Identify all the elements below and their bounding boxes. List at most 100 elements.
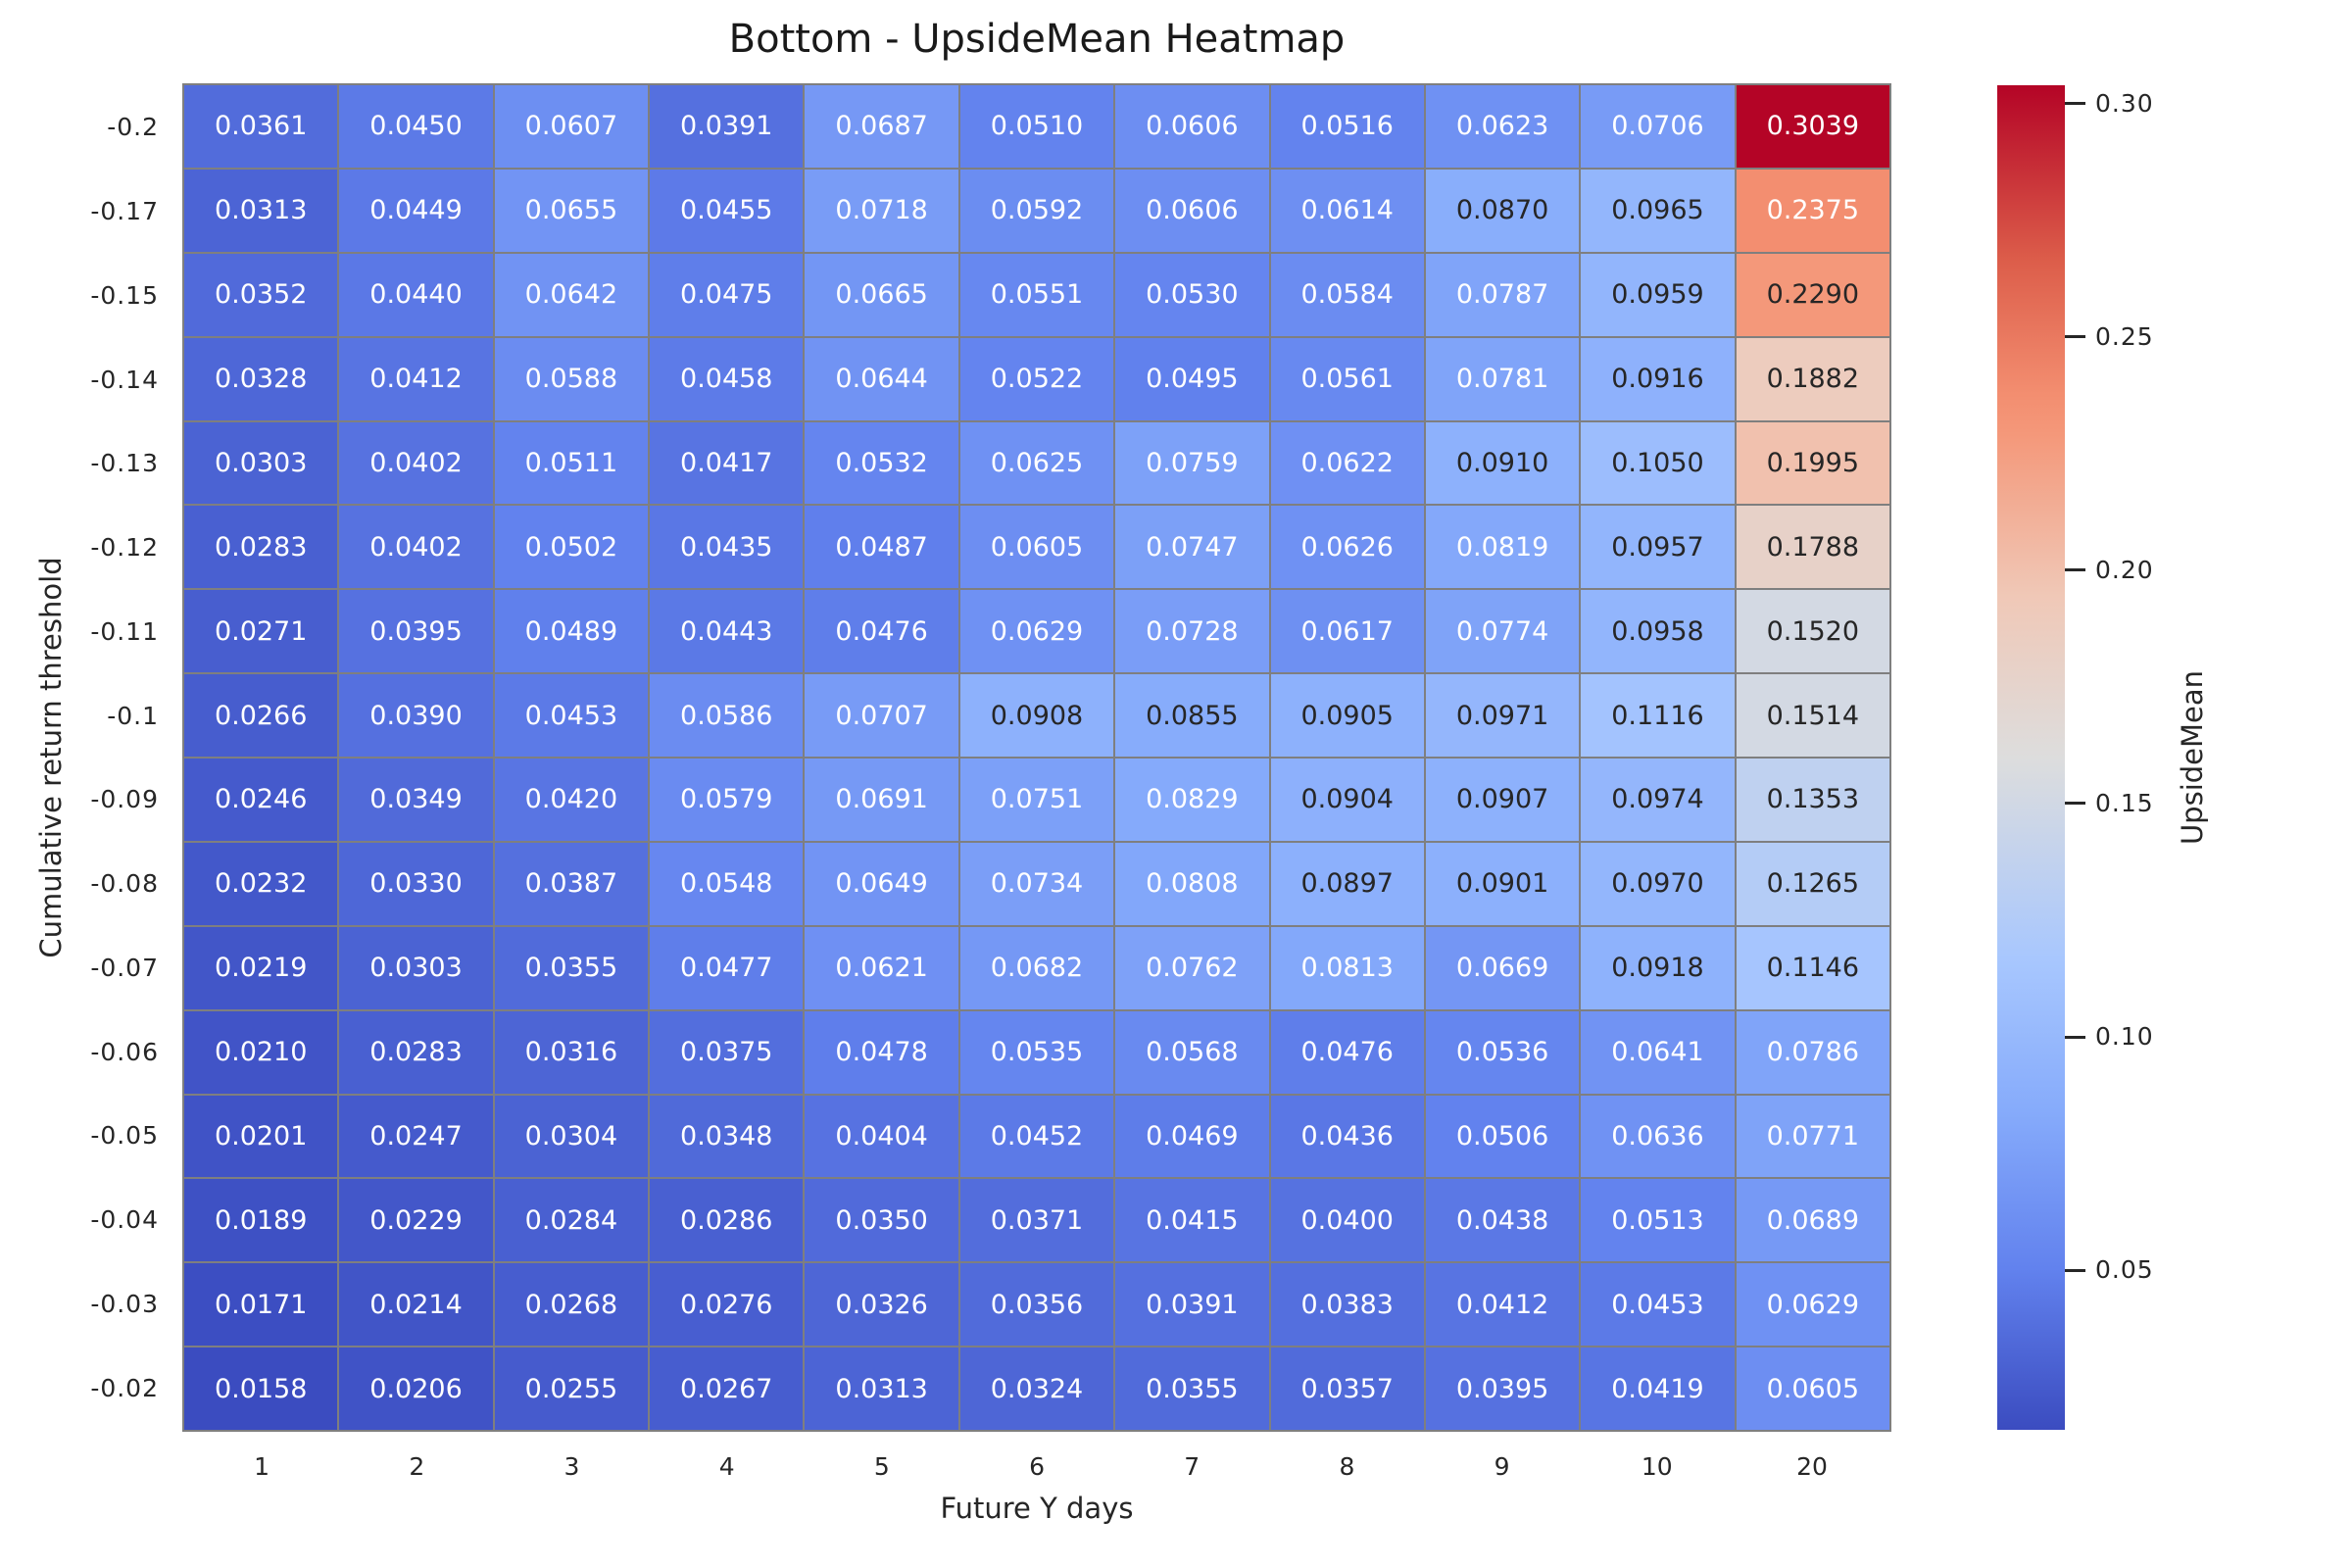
heatmap-cell: 0.0855	[1115, 674, 1269, 757]
heatmap-cell: 0.0316	[494, 1010, 649, 1094]
x-tick-label: 4	[718, 1452, 735, 1481]
x-tick-label: 20	[1796, 1452, 1828, 1481]
heatmap-cell: 0.0412	[339, 337, 493, 420]
heatmap-cell: 0.0751	[959, 759, 1114, 841]
heatmap-cell: 0.0450	[339, 85, 493, 168]
colorbar-tick-label: 0.20	[2095, 555, 2154, 584]
heatmap-cell: 0.1353	[1736, 759, 1889, 841]
heatmap-cell: 0.0959	[1581, 253, 1735, 336]
heatmap-cell: 0.0478	[805, 1010, 958, 1094]
heatmap-cell: 0.0626	[1270, 506, 1424, 589]
y-tick-label: -0.02	[90, 1373, 159, 1402]
heatmap-cell: 0.0469	[1115, 1095, 1269, 1178]
y-tick-label: -0.06	[90, 1037, 159, 1066]
heatmap-cell: 0.0629	[1736, 1263, 1889, 1347]
heatmap-cell: 0.0901	[1425, 842, 1580, 925]
heatmap-cell: 0.0682	[959, 926, 1114, 1009]
heatmap-cell: 0.0592	[959, 169, 1114, 252]
heatmap-cell: 0.0313	[184, 169, 338, 252]
heatmap-cell: 0.0361	[184, 85, 338, 168]
heatmap-cell: 0.0371	[959, 1179, 1114, 1262]
heatmap-cell: 0.1146	[1736, 926, 1889, 1009]
heatmap-cell: 0.0588	[494, 337, 649, 420]
heatmap-cell: 0.0436	[1270, 1095, 1424, 1178]
heatmap-cell: 0.0819	[1425, 506, 1580, 589]
heatmap-cell: 0.0304	[494, 1095, 649, 1178]
heatmap-cell: 0.0455	[650, 169, 804, 252]
y-tick-label: -0.12	[90, 533, 159, 563]
heatmap-cell: 0.0629	[959, 590, 1114, 673]
heatmap-cell: 0.0171	[184, 1263, 338, 1347]
heatmap-cell: 0.0350	[805, 1179, 958, 1262]
heatmap-grid: 0.0361 0.0450 0.0607 0.0391 0.0687 0.0510 0.06…	[182, 83, 1891, 1432]
y-tick-label: -0.07	[90, 953, 159, 982]
heatmap-cell: 0.0669	[1425, 926, 1580, 1009]
heatmap-cell: 0.0641	[1581, 1010, 1735, 1094]
heatmap-cell: 0.0268	[494, 1263, 649, 1347]
heatmap-cell: 0.1265	[1736, 842, 1889, 925]
heatmap-cell: 0.0916	[1581, 337, 1735, 420]
colorbar-tick-label: 0.05	[2095, 1255, 2154, 1285]
heatmap-cell: 0.0786	[1736, 1010, 1889, 1094]
heatmap-cell: 0.0614	[1270, 169, 1424, 252]
heatmap-cell: 0.0829	[1115, 759, 1269, 841]
colorbar-tick-mark	[2065, 1035, 2085, 1039]
heatmap-cell: 0.0606	[1115, 169, 1269, 252]
heatmap-cell: 0.0391	[650, 85, 804, 168]
heatmap-cell: 0.0453	[494, 674, 649, 757]
heatmap-cell: 0.0324	[959, 1348, 1114, 1430]
heatmap-cell: 0.0734	[959, 842, 1114, 925]
heatmap-cell: 0.0706	[1581, 85, 1735, 168]
heatmap-cell: 0.0395	[1425, 1348, 1580, 1430]
x-tick-label: 3	[564, 1452, 580, 1481]
x-tick-label: 9	[1494, 1452, 1510, 1481]
heatmap-cell: 0.0477	[650, 926, 804, 1009]
y-tick-label: -0.11	[90, 616, 159, 646]
heatmap-cell: 0.0516	[1270, 85, 1424, 168]
colorbar-tick-mark	[2065, 802, 2085, 806]
heatmap-cell: 0.0548	[650, 842, 804, 925]
heatmap-cell: 0.0452	[959, 1095, 1114, 1178]
heatmap-cell: 0.0636	[1581, 1095, 1735, 1178]
y-tick-label: -0.1	[107, 701, 159, 730]
x-axis-label: Future Y days	[940, 1492, 1134, 1525]
heatmap-cell: 0.0532	[805, 421, 958, 505]
heatmap-cell: 0.0391	[1115, 1263, 1269, 1347]
heatmap-cell: 0.0707	[805, 674, 958, 757]
x-tick-label: 6	[1029, 1452, 1045, 1481]
heatmap-cell: 0.0458	[650, 337, 804, 420]
heatmap-cell: 0.0625	[959, 421, 1114, 505]
heatmap-cell: 0.0303	[339, 926, 493, 1009]
heatmap-cell: 0.0687	[805, 85, 958, 168]
heatmap-cell: 0.0568	[1115, 1010, 1269, 1094]
heatmap-cell: 0.0210	[184, 1010, 338, 1094]
y-tick-label: -0.17	[90, 197, 159, 226]
heatmap-cell: 0.0487	[805, 506, 958, 589]
heatmap-cell: 0.0266	[184, 674, 338, 757]
heatmap-cell: 0.0475	[650, 253, 804, 336]
heatmap-cell: 0.0453	[1581, 1263, 1735, 1347]
heatmap-cell: 0.0781	[1425, 337, 1580, 420]
colorbar-label: UpsideMean	[2176, 669, 2209, 846]
heatmap-cell: 0.0905	[1270, 674, 1424, 757]
heatmap-cell: 0.0908	[959, 674, 1114, 757]
heatmap-cell: 0.0438	[1425, 1179, 1580, 1262]
colorbar-tick-mark	[2065, 568, 2085, 572]
x-tick-label: 7	[1184, 1452, 1200, 1481]
x-tick-label: 2	[409, 1452, 425, 1481]
heatmap-cell: 0.0352	[184, 253, 338, 336]
heatmap-cell: 0.0513	[1581, 1179, 1735, 1262]
heatmap-cell: 0.0605	[959, 506, 1114, 589]
colorbar-gradient	[1997, 85, 2065, 1430]
heatmap-cell: 0.0759	[1115, 421, 1269, 505]
heatmap-cell: 0.0808	[1115, 842, 1269, 925]
y-tick-label: -0.15	[90, 280, 159, 310]
heatmap-cell: 0.0390	[339, 674, 493, 757]
heatmap-cell: 0.1050	[1581, 421, 1735, 505]
heatmap-cell: 0.0330	[339, 842, 493, 925]
heatmap-cell: 0.0974	[1581, 759, 1735, 841]
colorbar-tick-mark	[2065, 102, 2085, 106]
heatmap-cell: 0.0395	[339, 590, 493, 673]
x-tick-label: 5	[873, 1452, 890, 1481]
heatmap-cell: 0.1995	[1736, 421, 1889, 505]
